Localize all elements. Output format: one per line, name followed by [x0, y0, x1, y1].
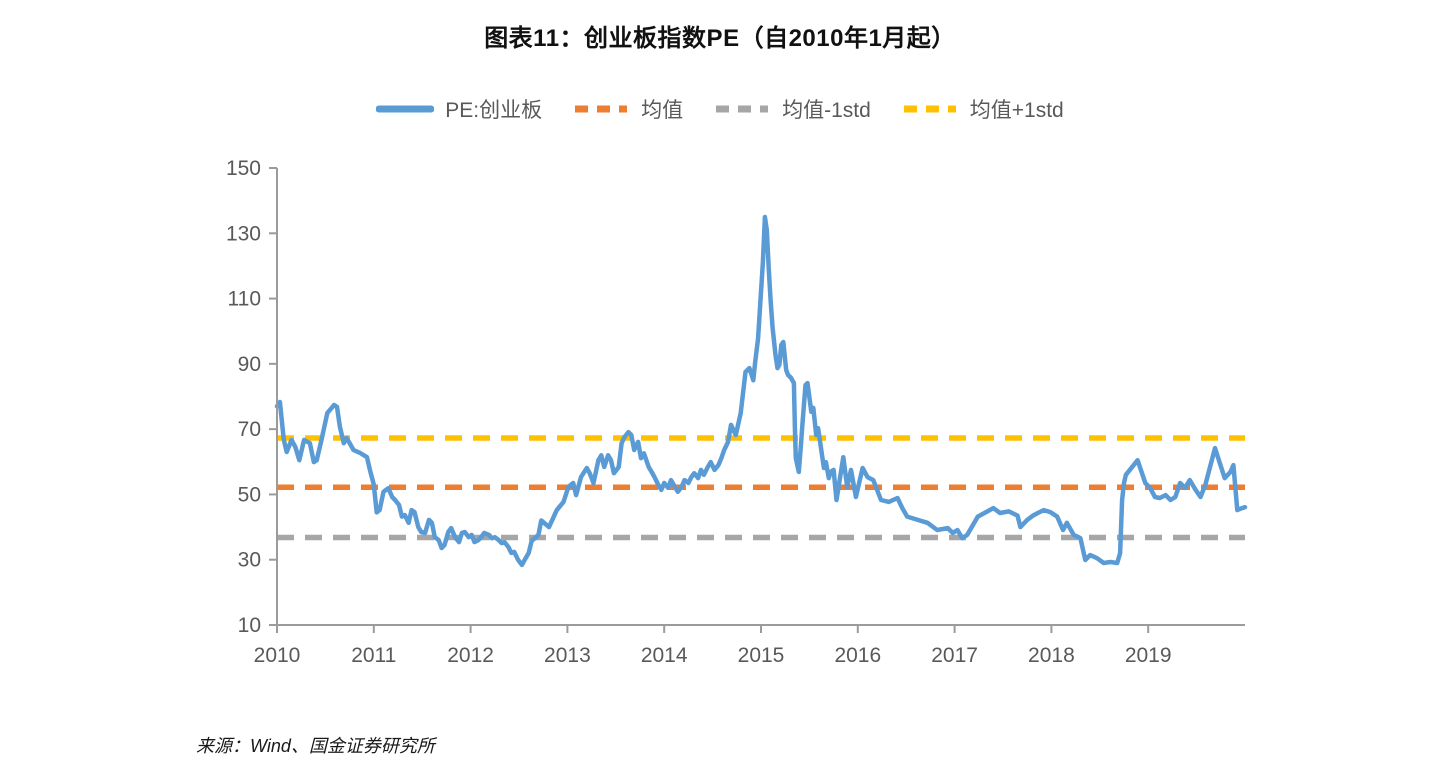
x-tick-label: 2019: [1125, 644, 1172, 667]
legend-item-3: 均值+1std: [901, 94, 1064, 124]
chart-legend: PE:创业板 均值 均值-1std 均值+1std: [0, 94, 1440, 124]
legend-swatch-icon: [376, 105, 435, 113]
legend-label: 均值: [641, 99, 684, 122]
y-tick-label: 50: [238, 483, 261, 506]
y-tick-label: 90: [238, 353, 261, 376]
source-note: 来源：Wind、国金证券研究所: [196, 736, 435, 756]
legend-item-2: 均值-1std: [713, 94, 871, 124]
legend-swatch-icon: [903, 105, 956, 113]
x-tick-label: 2011: [351, 644, 396, 667]
y-tick-label: 150: [226, 157, 261, 180]
legend-swatch-icon: [575, 105, 628, 113]
x-tick-label: 2017: [931, 644, 978, 667]
x-tick-label: 2014: [641, 644, 688, 667]
legend-item-1: 均值: [572, 94, 683, 124]
y-tick-label: 130: [226, 222, 261, 245]
x-tick-label: 2013: [544, 644, 591, 667]
x-tick-label: 2010: [254, 644, 301, 667]
legend-label: 均值+1std: [969, 99, 1064, 122]
chart-title: 图表11：创业板指数PE（自2010年1月起）: [484, 25, 956, 52]
axes-lines: [276, 168, 1245, 626]
x-tick-label: 2016: [834, 644, 881, 667]
legend-label: 均值-1std: [782, 99, 871, 122]
y-tick-label: 30: [238, 549, 261, 572]
y-tick-label: 10: [238, 614, 261, 637]
y-tick-label: 70: [238, 418, 261, 441]
pe-series-line: [274, 214, 1248, 568]
legend-label: PE:创业板: [445, 99, 543, 122]
legend-swatch-icon: [716, 105, 769, 113]
x-tick-label: 2018: [1028, 644, 1075, 667]
x-tick-label: 2015: [738, 644, 785, 667]
y-tick-label: 110: [228, 288, 261, 311]
legend-item-0: PE:创业板: [376, 94, 542, 124]
x-tick-label: 2012: [447, 644, 494, 667]
